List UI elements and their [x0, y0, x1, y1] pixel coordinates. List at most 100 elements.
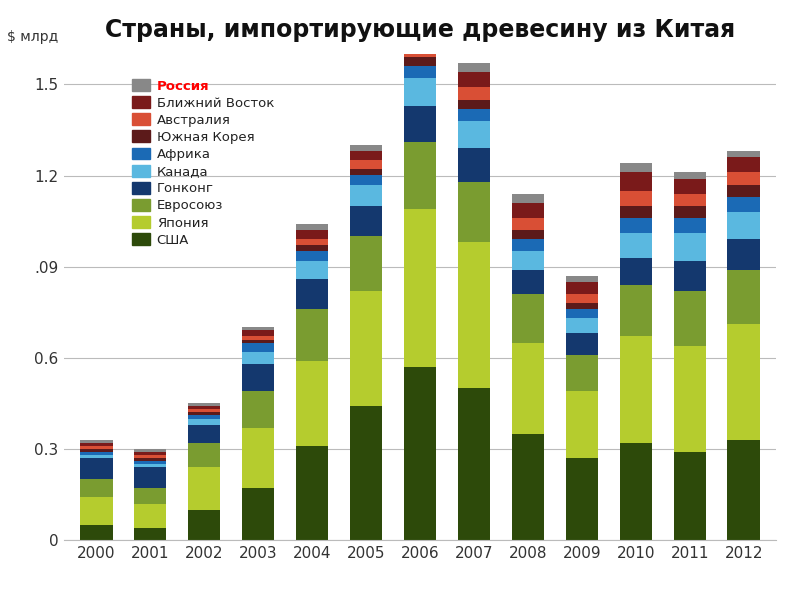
Bar	[404, 45, 436, 57]
Bar	[674, 233, 706, 260]
Bar	[458, 109, 490, 121]
Bar	[512, 230, 544, 239]
Bar	[188, 419, 221, 425]
Bar	[512, 239, 544, 251]
Bar	[242, 352, 274, 364]
Bar	[619, 172, 652, 191]
Bar	[674, 179, 706, 194]
Bar	[566, 303, 598, 309]
Bar	[188, 467, 221, 509]
Bar	[296, 446, 328, 540]
Bar	[242, 343, 274, 352]
Bar	[242, 340, 274, 343]
Bar	[674, 206, 706, 218]
Bar	[727, 157, 760, 172]
Text: $ млрд: $ млрд	[7, 30, 58, 44]
Bar	[80, 479, 113, 497]
Legend: Россия, Ближний Восток, Австралия, Южная Корея, Африка, Канада, Гонконг, Евросою: Россия, Ближний Восток, Австралия, Южная…	[127, 75, 278, 251]
Title: Страны, импортирующие древесину из Китая: Страны, импортирующие древесину из Китая	[105, 19, 735, 43]
Bar	[566, 309, 598, 318]
Bar	[350, 169, 382, 175]
Bar	[619, 163, 652, 172]
Bar	[404, 57, 436, 66]
Bar	[566, 282, 598, 294]
Bar	[350, 145, 382, 151]
Bar	[727, 440, 760, 540]
Bar	[619, 191, 652, 206]
Bar	[188, 409, 221, 412]
Bar	[404, 66, 436, 79]
Bar	[80, 525, 113, 540]
Bar	[134, 464, 166, 467]
Bar	[727, 239, 760, 269]
Bar	[296, 224, 328, 230]
Bar	[80, 449, 113, 452]
Bar	[350, 185, 382, 206]
Bar	[566, 391, 598, 458]
Bar	[296, 279, 328, 309]
Bar	[727, 325, 760, 440]
Bar	[619, 337, 652, 443]
Bar	[458, 388, 490, 540]
Bar	[296, 251, 328, 260]
Bar	[350, 206, 382, 236]
Bar	[134, 458, 166, 461]
Bar	[619, 443, 652, 540]
Bar	[134, 528, 166, 540]
Bar	[404, 29, 436, 45]
Bar	[727, 185, 760, 197]
Bar	[674, 172, 706, 179]
Bar	[458, 242, 490, 388]
Bar	[566, 294, 598, 303]
Bar	[674, 260, 706, 291]
Bar	[404, 142, 436, 209]
Bar	[134, 503, 166, 528]
Bar	[404, 367, 436, 540]
Bar	[619, 206, 652, 218]
Bar	[458, 72, 490, 88]
Bar	[242, 328, 274, 331]
Bar	[512, 343, 544, 434]
Bar	[566, 355, 598, 391]
Bar	[350, 406, 382, 540]
Bar	[674, 452, 706, 540]
Bar	[512, 294, 544, 343]
Bar	[458, 100, 490, 109]
Bar	[188, 443, 221, 467]
Bar	[727, 269, 760, 325]
Bar	[134, 455, 166, 458]
Bar	[512, 203, 544, 218]
Bar	[458, 88, 490, 100]
Bar	[404, 209, 436, 367]
Bar	[134, 488, 166, 503]
Bar	[674, 194, 706, 206]
Bar	[80, 443, 113, 446]
Bar	[727, 172, 760, 185]
Bar	[512, 434, 544, 540]
Bar	[242, 488, 274, 540]
Bar	[674, 218, 706, 233]
Bar	[458, 148, 490, 182]
Bar	[296, 230, 328, 239]
Bar	[80, 455, 113, 458]
Bar	[296, 260, 328, 279]
Bar	[188, 425, 221, 443]
Bar	[296, 309, 328, 361]
Bar	[512, 269, 544, 294]
Bar	[727, 197, 760, 212]
Bar	[134, 452, 166, 455]
Bar	[80, 458, 113, 479]
Bar	[242, 364, 274, 391]
Bar	[188, 509, 221, 540]
Bar	[404, 79, 436, 106]
Bar	[674, 346, 706, 452]
Bar	[619, 257, 652, 285]
Bar	[566, 276, 598, 282]
Bar	[727, 212, 760, 239]
Bar	[134, 461, 166, 464]
Bar	[619, 218, 652, 233]
Bar	[512, 251, 544, 269]
Bar	[727, 151, 760, 157]
Bar	[80, 446, 113, 449]
Bar	[404, 20, 436, 29]
